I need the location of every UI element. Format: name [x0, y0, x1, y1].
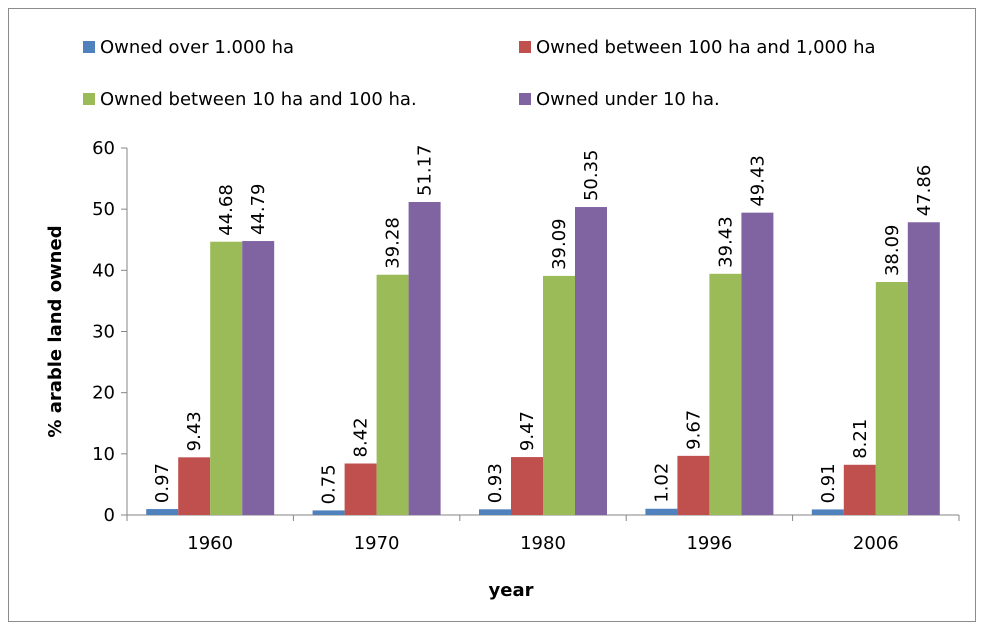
data-label-owned-between-10-ha-and-100-ha-1996: 39.43	[715, 216, 736, 268]
bar-owned-between-10-ha-and-100-ha-1980	[543, 275, 575, 515]
legend-label-1: Owned over 1.000 ha	[100, 37, 294, 58]
y-tick-label-40: 40	[92, 260, 115, 281]
data-label-owned-between-10-ha-and-100-ha-1980: 39.09	[549, 218, 570, 270]
y-tick-label-30: 30	[92, 322, 115, 343]
legend-swatch-1	[83, 41, 95, 53]
bar-owned-between-10-ha-and-100-ha-1960	[210, 241, 243, 515]
bar-owned-over-1-000-ha-1996	[645, 508, 678, 515]
data-label-owned-between-100-ha-and-1-000-ha-1960: 9.43	[184, 411, 205, 451]
y-axis: 0 10 20 30 40 50 60	[92, 138, 128, 526]
x-tick-label-1970: 1970	[354, 533, 400, 554]
x-tick-label-2006: 2006	[853, 533, 899, 554]
y-tick-label-10: 10	[92, 444, 115, 465]
bar-owned-between-100-ha-and-1-000-ha-1980	[511, 457, 543, 515]
bar-owned-between-100-ha-and-1-000-ha-2006	[843, 464, 876, 515]
y-tick-label-50: 50	[92, 199, 115, 220]
bar-owned-between-10-ha-and-100-ha-2006	[875, 282, 908, 515]
bar-chart: Owned over 1.000 ha Owned between 100 ha …	[45, 37, 960, 601]
data-label-owned-under-10-ha-1970: 51.17	[415, 144, 436, 196]
data-label-owned-under-10-ha-1996: 49.43	[747, 155, 768, 207]
data-label-owned-between-100-ha-and-1-000-ha-1996: 9.67	[683, 410, 704, 450]
legend-swatch-2	[519, 41, 531, 53]
data-label-owned-under-10-ha-1980: 50.35	[581, 149, 602, 201]
bar-owned-under-10-ha-1980	[575, 207, 607, 516]
legend-label-3: Owned between 10 ha and 100 ha.	[100, 89, 417, 110]
x-tick-label-1980: 1980	[520, 533, 566, 554]
data-label-owned-under-10-ha-2006: 47.86	[914, 165, 935, 217]
data-label-owned-over-1-000-ha-1970: 0.75	[319, 464, 340, 504]
bar-owned-between-100-ha-and-1-000-ha-1970	[344, 463, 377, 515]
x-axis: 1960 1970 1980 1996 2006	[126, 514, 960, 554]
data-label-owned-between-10-ha-and-100-ha-2006: 38.09	[882, 224, 903, 276]
x-axis-title: year	[489, 580, 534, 601]
chart-frame: Owned over 1.000 ha Owned between 100 ha …	[8, 8, 976, 622]
bar-owned-between-10-ha-and-100-ha-1970	[376, 274, 409, 515]
data-label-owned-between-10-ha-and-100-ha-1960: 44.68	[216, 184, 237, 236]
bar-owned-under-10-ha-2006	[907, 222, 940, 515]
data-label-owned-between-100-ha-and-1-000-ha-1980: 9.47	[517, 411, 538, 451]
data-label-owned-over-1-000-ha-1980: 0.93	[485, 463, 506, 503]
bar-owned-over-1-000-ha-1960	[146, 509, 179, 515]
data-label-owned-over-1-000-ha-2006: 0.91	[818, 463, 839, 503]
bar-owned-between-100-ha-and-1-000-ha-1960	[178, 457, 211, 515]
y-tick-label-0: 0	[104, 505, 115, 526]
bar-owned-between-100-ha-and-1-000-ha-1996	[677, 455, 710, 515]
data-label-owned-under-10-ha-1960: 44.79	[248, 184, 269, 236]
x-tick-label-1996: 1996	[686, 533, 732, 554]
data-label-owned-between-10-ha-and-100-ha-1970: 39.28	[383, 217, 404, 269]
bar-owned-over-1-000-ha-1980	[479, 509, 511, 515]
y-tick-label-20: 20	[92, 383, 115, 404]
bar-owned-between-10-ha-and-100-ha-1996	[709, 273, 742, 515]
y-axis-title: % arable land owned	[45, 225, 66, 437]
legend-label-4: Owned under 10 ha.	[536, 89, 720, 110]
legend-swatch-3	[83, 93, 95, 105]
x-tick-label-1960: 1960	[187, 533, 233, 554]
bar-owned-under-10-ha-1970	[408, 202, 441, 515]
data-labels: 0.97 9.43 44.68 44.79 0.75 8.42 39.28 51.17 0.93…	[152, 144, 935, 504]
bar-owned-under-10-ha-1996	[741, 212, 774, 515]
y-tick-label-60: 60	[92, 138, 115, 159]
bar-owned-over-1-000-ha-1970	[312, 510, 345, 515]
data-label-owned-over-1-000-ha-1996: 1.02	[651, 463, 672, 503]
data-label-owned-over-1-000-ha-1960: 0.97	[152, 463, 173, 503]
bars	[146, 202, 940, 516]
legend: Owned over 1.000 ha Owned between 100 ha …	[83, 37, 876, 110]
legend-swatch-4	[519, 93, 531, 105]
legend-label-2: Owned between 100 ha and 1,000 ha	[536, 37, 876, 58]
data-label-owned-between-100-ha-and-1-000-ha-1970: 8.42	[351, 417, 372, 457]
bar-owned-over-1-000-ha-2006	[811, 509, 844, 515]
data-label-owned-between-100-ha-and-1-000-ha-2006: 8.21	[850, 419, 871, 459]
bar-owned-under-10-ha-1960	[242, 241, 275, 516]
